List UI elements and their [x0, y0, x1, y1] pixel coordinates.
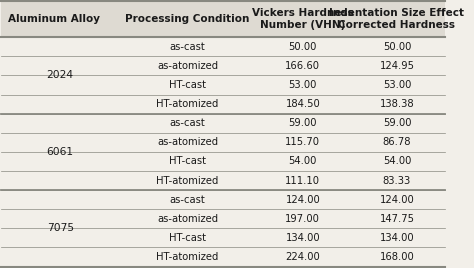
- Bar: [1, 171, 445, 190]
- Text: 7075: 7075: [46, 223, 73, 233]
- Text: 197.00: 197.00: [285, 214, 320, 224]
- Text: HT-atomized: HT-atomized: [156, 176, 219, 185]
- Bar: [1, 133, 445, 152]
- Text: Processing Condition: Processing Condition: [125, 14, 250, 24]
- Text: 6061: 6061: [46, 147, 73, 157]
- Text: 168.00: 168.00: [380, 252, 414, 262]
- Bar: [1, 247, 445, 267]
- Text: 124.95: 124.95: [380, 61, 414, 71]
- Text: 86.78: 86.78: [383, 137, 411, 147]
- Bar: [1, 114, 445, 133]
- Text: 166.60: 166.60: [285, 61, 320, 71]
- Text: 138.38: 138.38: [380, 99, 414, 109]
- Text: 124.00: 124.00: [285, 195, 320, 205]
- Text: 53.00: 53.00: [289, 80, 317, 90]
- Text: HT-atomized: HT-atomized: [156, 252, 219, 262]
- Bar: [1, 75, 445, 95]
- Bar: [1, 152, 445, 171]
- Bar: [1, 37, 445, 56]
- Text: HT-cast: HT-cast: [169, 157, 206, 166]
- Text: 111.10: 111.10: [285, 176, 320, 185]
- Bar: [1, 95, 445, 114]
- Text: 134.00: 134.00: [285, 233, 320, 243]
- Bar: [1, 190, 445, 209]
- Text: 134.00: 134.00: [380, 233, 414, 243]
- Bar: [1, 1, 445, 37]
- Text: 59.00: 59.00: [289, 118, 317, 128]
- Text: 54.00: 54.00: [289, 157, 317, 166]
- Text: 184.50: 184.50: [285, 99, 320, 109]
- Text: HT-cast: HT-cast: [169, 233, 206, 243]
- Text: HT-cast: HT-cast: [169, 80, 206, 90]
- Bar: [1, 228, 445, 247]
- Text: 54.00: 54.00: [383, 157, 411, 166]
- Text: 115.70: 115.70: [285, 137, 320, 147]
- Text: 59.00: 59.00: [383, 118, 411, 128]
- Text: Aluminum Alloy: Aluminum Alloy: [8, 14, 100, 24]
- Text: Vickers Hardness
Number (VHN): Vickers Hardness Number (VHN): [252, 8, 354, 31]
- Text: as-cast: as-cast: [170, 195, 205, 205]
- Text: 224.00: 224.00: [285, 252, 320, 262]
- Bar: [1, 209, 445, 228]
- Text: as-atomized: as-atomized: [157, 137, 218, 147]
- Text: 124.00: 124.00: [380, 195, 414, 205]
- Text: Indentation Size Effect
Corrected Hardness: Indentation Size Effect Corrected Hardne…: [329, 8, 465, 31]
- Text: as-atomized: as-atomized: [157, 61, 218, 71]
- Text: as-atomized: as-atomized: [157, 214, 218, 224]
- Text: as-cast: as-cast: [170, 42, 205, 52]
- Text: 83.33: 83.33: [383, 176, 411, 185]
- Text: as-cast: as-cast: [170, 118, 205, 128]
- Text: HT-atomized: HT-atomized: [156, 99, 219, 109]
- Text: 50.00: 50.00: [289, 42, 317, 52]
- Text: 53.00: 53.00: [383, 80, 411, 90]
- Text: 147.75: 147.75: [380, 214, 414, 224]
- Text: 50.00: 50.00: [383, 42, 411, 52]
- Text: 2024: 2024: [46, 70, 73, 80]
- Bar: [1, 56, 445, 75]
